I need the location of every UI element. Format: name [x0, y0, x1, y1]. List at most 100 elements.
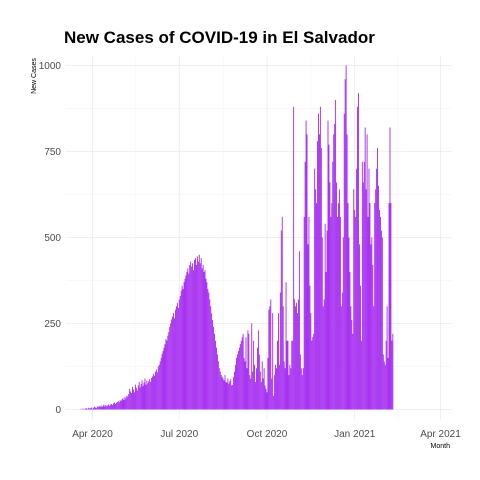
- bar: [134, 384, 136, 410]
- bar: [105, 405, 107, 410]
- bar: [237, 351, 239, 410]
- bar: [98, 406, 100, 410]
- bar: [240, 340, 242, 410]
- bar: [381, 237, 383, 410]
- bar: [308, 216, 310, 410]
- bar: [287, 340, 289, 410]
- bar: [220, 375, 222, 410]
- bar: [102, 405, 104, 410]
- bar: [204, 270, 206, 410]
- bar: [264, 385, 266, 410]
- bar: [306, 134, 308, 410]
- bar: [251, 323, 253, 410]
- bar: [242, 333, 244, 410]
- x-axis-ticks: Apr 2020 Jul 2020 Oct 2020 Jan 2021 Apr 2021: [72, 429, 461, 440]
- bar: [359, 285, 361, 410]
- bar: [114, 404, 116, 410]
- bar: [170, 323, 172, 410]
- bar: [200, 258, 202, 410]
- bar: [92, 408, 93, 410]
- bar: [106, 406, 108, 410]
- bar: [111, 404, 112, 410]
- bar: [191, 266, 193, 410]
- bar: [128, 394, 130, 410]
- bar: [104, 406, 106, 410]
- bar: [349, 271, 351, 410]
- bar: [354, 209, 356, 410]
- bar: [213, 326, 215, 410]
- bar: [180, 290, 182, 410]
- bar: [129, 388, 131, 410]
- bar: [347, 203, 349, 410]
- bar: [320, 148, 322, 410]
- bar: [141, 380, 143, 410]
- bar: [231, 385, 233, 410]
- bar: [263, 368, 265, 410]
- bar: [196, 256, 198, 410]
- bar: [269, 306, 271, 410]
- bar: [143, 382, 145, 410]
- x-tick-label: Jul 2020: [160, 429, 198, 440]
- bar: [209, 299, 211, 410]
- bar: [331, 203, 333, 410]
- bar: [218, 368, 220, 410]
- bar: [227, 378, 229, 410]
- bar: [159, 361, 161, 410]
- bar: [384, 364, 386, 410]
- bar: [292, 340, 294, 410]
- bar: [249, 375, 251, 410]
- bar: [343, 113, 345, 410]
- bar: [146, 380, 148, 410]
- bar: [195, 258, 196, 410]
- bar: [135, 387, 137, 410]
- bar: [271, 378, 273, 410]
- bar: [314, 168, 316, 410]
- bar: [100, 405, 102, 410]
- bar: [333, 134, 335, 410]
- bar: [337, 216, 338, 410]
- bar: [186, 271, 188, 410]
- bar: [335, 99, 337, 410]
- bar: [307, 244, 309, 410]
- bar: [174, 318, 175, 410]
- bar: [345, 65, 347, 410]
- bar: [375, 189, 377, 410]
- bar: [387, 357, 389, 410]
- bar: [115, 402, 117, 410]
- bar: [277, 340, 278, 410]
- bar: [353, 189, 355, 410]
- bar: [311, 340, 313, 410]
- bar: [288, 375, 290, 410]
- bar: [95, 408, 97, 410]
- bar: [291, 340, 293, 410]
- bar: [211, 313, 213, 410]
- bar: [325, 271, 327, 410]
- bar: [265, 388, 267, 410]
- bar: [262, 378, 264, 410]
- bar: [284, 368, 286, 410]
- bar: [138, 381, 140, 410]
- bar: [268, 309, 270, 410]
- bar: [127, 396, 129, 410]
- bar: [165, 338, 167, 410]
- bar: [87, 408, 89, 410]
- bar: [285, 282, 287, 410]
- bar: [175, 306, 177, 410]
- bar: [358, 93, 359, 410]
- bar: [177, 308, 179, 410]
- bar: [257, 347, 258, 410]
- y-tick-label: 500: [44, 233, 61, 244]
- bar: [245, 337, 247, 410]
- bar: [219, 371, 221, 410]
- bar: [380, 216, 381, 410]
- bar: [137, 385, 139, 410]
- bar: [298, 299, 299, 410]
- bar: [230, 379, 232, 410]
- bar: [181, 285, 183, 410]
- bar: [136, 390, 138, 410]
- bar: [296, 302, 297, 410]
- bar: [208, 292, 210, 410]
- bar: [189, 265, 191, 410]
- bar: [224, 375, 226, 410]
- bar: [148, 381, 150, 410]
